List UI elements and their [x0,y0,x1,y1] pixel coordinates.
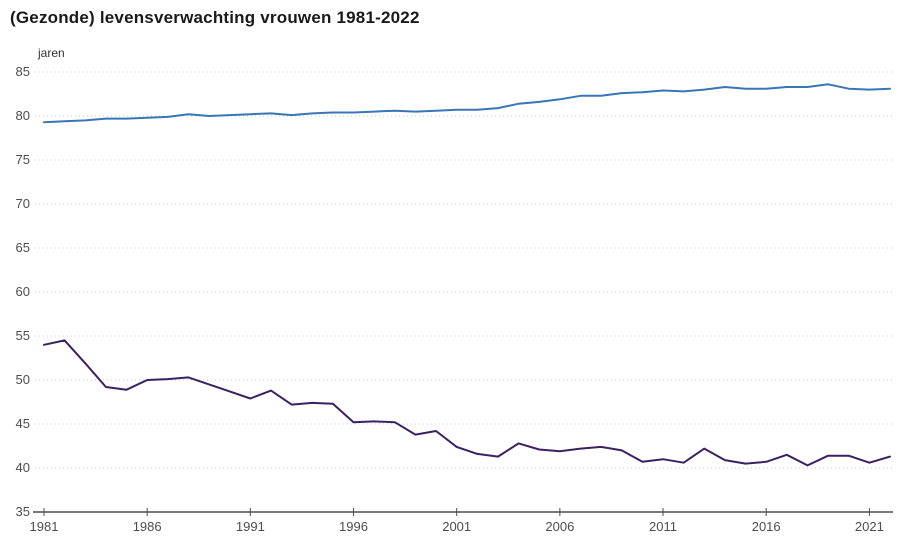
x-axis-tick-label: 2001 [442,519,471,534]
chart-title: (Gezonde) levensverwachting vrouwen 1981… [10,8,420,27]
y-axis-tick-label: 85 [16,64,30,79]
y-axis-tick-label: 65 [16,240,30,255]
y-axis-tick-label: 75 [16,152,30,167]
x-axis-tick-label: 2011 [649,519,677,534]
x-axis-tick-label: 1981 [30,519,59,534]
y-axis-tick-label: 50 [16,372,30,387]
x-axis-tick-label: 1996 [339,519,368,534]
x-axis-tick-label: 2006 [545,519,574,534]
y-axis-tick-label: 60 [16,284,30,299]
y-axis-tick-label: 70 [16,196,30,211]
x-axis-tick-label: 2021 [855,519,884,534]
y-axis-unit-label: jaren [38,46,65,60]
y-axis-tick-label: 55 [16,328,30,343]
x-axis-tick-label: 2016 [752,519,781,534]
y-axis-tick-label: 45 [16,416,30,431]
y-axis-tick-label: 40 [16,460,30,475]
x-axis-tick-label: 1991 [236,519,265,534]
series-line-gezonde-levensverwachting-vrouwen [43,339,891,467]
x-axis-tick-label: 1986 [133,519,162,534]
y-axis-tick-label: 80 [16,108,30,123]
series-line-levensverwachting-vrouwen [43,83,891,124]
y-axis-tick-label: 35 [16,504,30,519]
